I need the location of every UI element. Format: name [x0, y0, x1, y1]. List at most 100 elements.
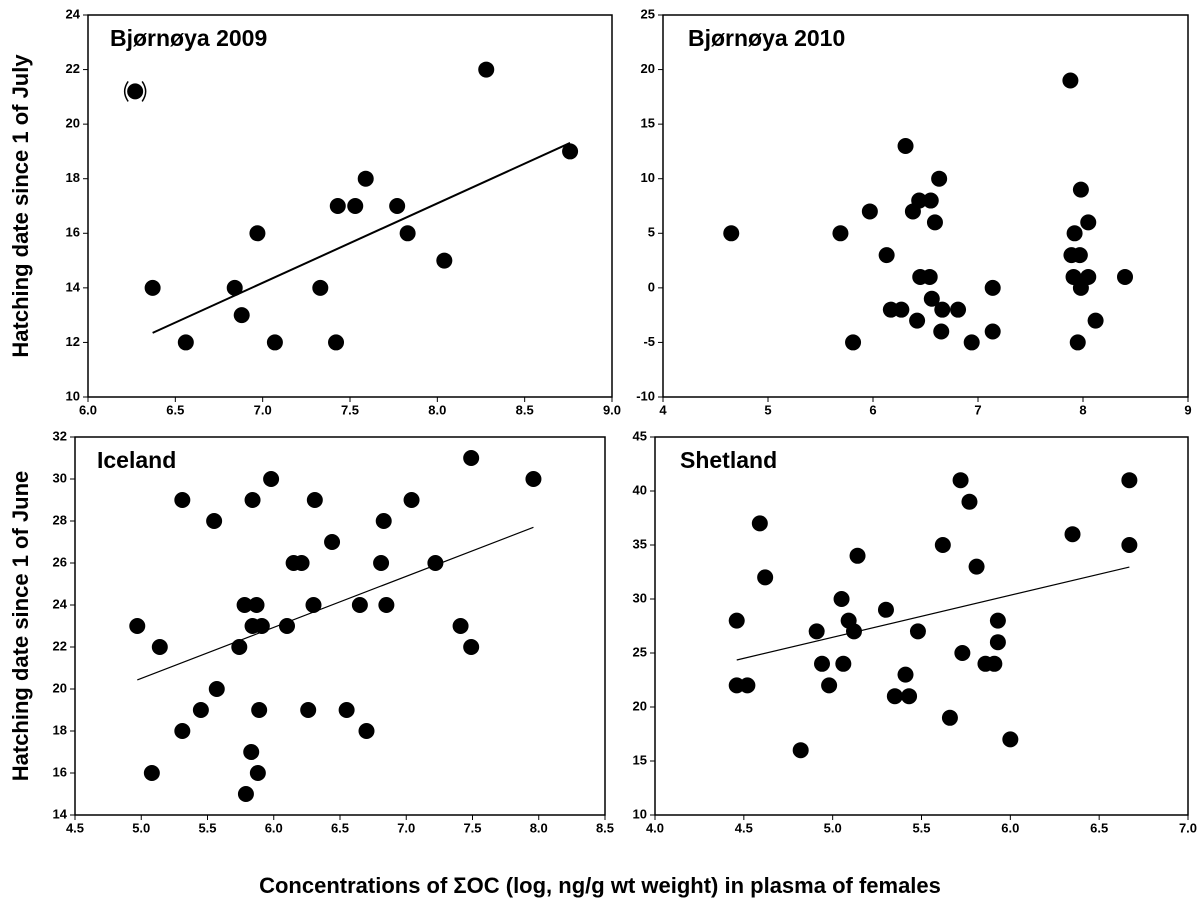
point — [986, 655, 1003, 672]
point — [886, 688, 903, 705]
point — [403, 492, 420, 508]
plot-frame — [74, 436, 606, 816]
x-tick-label: 7.0 — [1179, 820, 1197, 835]
point — [206, 513, 223, 529]
point — [911, 192, 928, 209]
y-tick-label: 40 — [633, 482, 647, 497]
x-tick-label: 6.5 — [331, 820, 349, 835]
point — [1071, 247, 1088, 264]
y-axis-label: Hatching date since 1 of July — [8, 54, 33, 358]
point — [399, 225, 416, 242]
point — [1064, 526, 1081, 543]
point — [832, 225, 849, 242]
x-tick-label: 4.0 — [646, 820, 664, 835]
point — [478, 61, 495, 78]
y-tick-label: 15 — [633, 752, 647, 767]
point — [757, 569, 774, 586]
point — [251, 702, 268, 718]
point — [878, 247, 895, 264]
point — [312, 279, 329, 296]
point — [989, 612, 1006, 629]
point — [963, 334, 980, 351]
point — [984, 279, 1001, 296]
panel-title: Bjørnøya 2010 — [688, 25, 845, 51]
point — [1066, 225, 1083, 242]
panel-title: Bjørnøya 2009 — [110, 25, 267, 51]
point — [723, 225, 740, 242]
x-tick-label: 5 — [764, 402, 771, 417]
point — [968, 558, 985, 575]
outlier-bracket — [123, 80, 147, 102]
x-axis-label: Concentrations of ΣOC (log, ng/g wt weig… — [259, 873, 941, 898]
point — [358, 723, 375, 739]
x-tick-label: 6.5 — [1090, 820, 1108, 835]
x-tick-label: 4.5 — [66, 820, 84, 835]
y-tick-label: 24 — [66, 6, 81, 21]
y-tick-label: 18 — [66, 170, 80, 185]
point — [293, 555, 310, 571]
point — [373, 555, 390, 571]
point — [1069, 334, 1086, 351]
outlier-point — [127, 83, 144, 100]
point — [814, 655, 831, 672]
y-tick-label: -10 — [636, 388, 655, 403]
x-tick-label: 5.5 — [912, 820, 930, 835]
y-tick-label: 24 — [53, 596, 68, 611]
point — [1117, 268, 1133, 285]
x-tick-label: 9 — [1184, 402, 1191, 417]
x-tick-label: 7.0 — [254, 402, 272, 417]
point — [329, 198, 346, 214]
y-tick-label: 28 — [53, 512, 67, 527]
y-tick-label: -5 — [643, 334, 655, 349]
point — [1087, 312, 1104, 329]
point — [909, 312, 926, 329]
point — [1080, 268, 1097, 285]
point — [845, 334, 862, 351]
point — [263, 471, 280, 487]
point — [739, 677, 756, 694]
x-tick-label: 8.0 — [428, 402, 446, 417]
point — [1121, 537, 1138, 553]
point — [861, 203, 878, 220]
y-tick-label: 16 — [66, 225, 80, 240]
point — [877, 601, 894, 618]
point — [226, 279, 243, 296]
point — [934, 301, 951, 318]
x-tick-label: 8 — [1079, 402, 1086, 417]
panel-title: Iceland — [97, 447, 176, 473]
point — [452, 618, 469, 634]
point — [144, 279, 161, 296]
x-tick-label: 6.0 — [1001, 820, 1019, 835]
point — [792, 742, 809, 759]
point — [728, 612, 745, 629]
point — [378, 597, 395, 613]
y-tick-label: 26 — [53, 554, 67, 569]
x-tick-label: 7.5 — [341, 402, 359, 417]
point — [306, 492, 323, 508]
point — [952, 472, 969, 489]
point — [208, 681, 225, 697]
y-tick-label: 18 — [53, 722, 67, 737]
x-tick-label: 6.5 — [166, 402, 184, 417]
point — [1062, 72, 1079, 89]
point — [921, 268, 938, 285]
point — [525, 471, 542, 487]
point — [923, 290, 940, 307]
point — [324, 534, 341, 550]
y-tick-label: 16 — [53, 764, 67, 779]
y-tick-label: 0 — [648, 279, 655, 294]
point — [237, 786, 254, 802]
point — [249, 225, 266, 242]
point — [129, 618, 146, 634]
x-tick-label: 5.0 — [824, 820, 842, 835]
point — [347, 198, 364, 214]
x-tick-label: 8.5 — [596, 820, 614, 835]
point — [808, 623, 825, 640]
plot-frame — [662, 14, 1189, 398]
point — [436, 252, 453, 269]
point — [143, 765, 160, 781]
point — [751, 515, 768, 532]
y-tick-label: 12 — [66, 334, 80, 349]
point — [389, 198, 406, 214]
